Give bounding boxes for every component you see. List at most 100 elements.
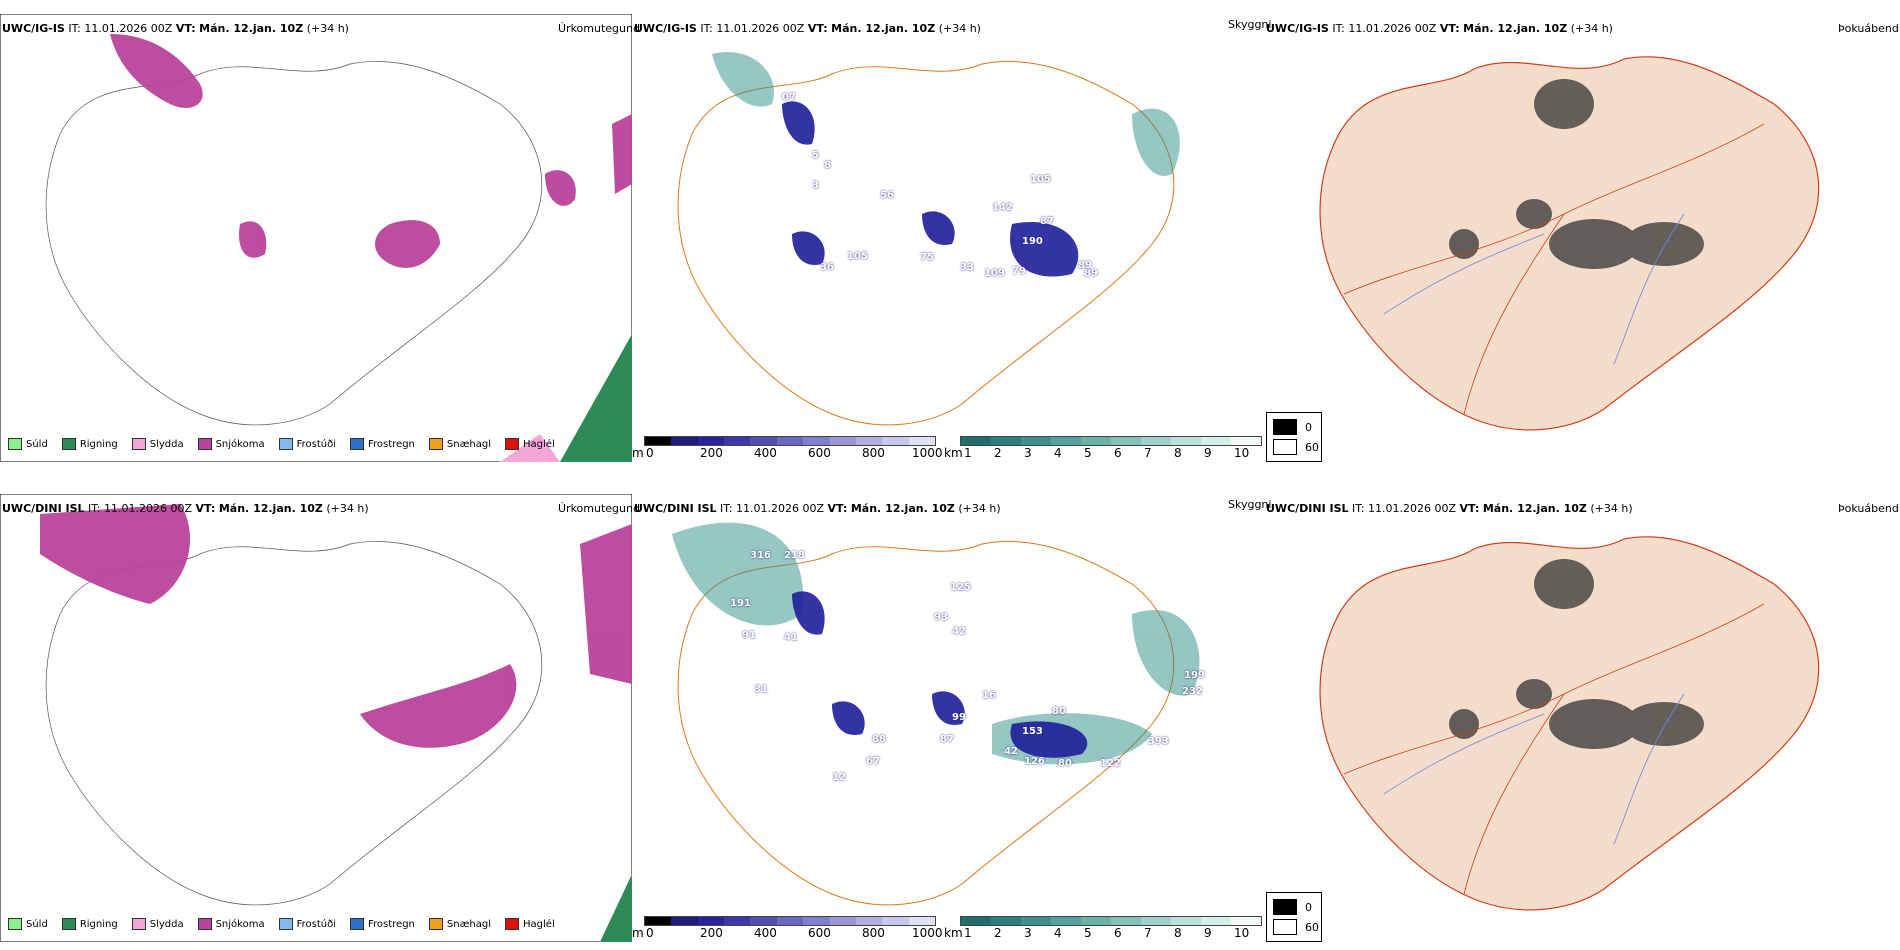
cbar-unit: km (944, 446, 963, 460)
cbar-swatch (908, 917, 935, 925)
legend-item: Súld (8, 438, 48, 450)
it-label: IT: (720, 502, 733, 515)
vis-colorbar-top: km 1 2 3 4 5 6 7 8 9 10 (944, 436, 1264, 462)
cbar-tick: 1000 (912, 446, 943, 460)
cbar-tick: 3 (1024, 926, 1032, 940)
panel-title-cloud-top: Skyggni (1228, 18, 1272, 31)
cbar-swatch (1231, 437, 1261, 445)
vt-label: VT: (1459, 502, 1480, 515)
model-name: UWC/DINI ISL (1266, 502, 1349, 515)
panel-title-cloud-bottom: Skyggni (1228, 498, 1272, 511)
legend-item: Slydda (131, 918, 184, 930)
cbar-swatch (855, 917, 883, 925)
legend-swatch (61, 438, 76, 450)
legend-label: Slydda (149, 438, 184, 450)
legend-item: Frostregn (350, 918, 415, 930)
legend-swatch (197, 918, 212, 930)
panel-title-fog-top: Þokuábendi (1838, 22, 1900, 35)
legend-item: Frostúði (278, 918, 336, 930)
lead-time: (+34 h) (1570, 22, 1613, 35)
vt-value: Mán. 12.jan. 10Z (1482, 502, 1587, 515)
cbar-swatch (829, 917, 856, 925)
cbar-tick: 800 (862, 926, 885, 940)
fog-map-bottom (1319, 536, 1820, 911)
cbar-swatch (750, 917, 777, 925)
fog-legend-swatch (1273, 899, 1297, 915)
legend-item: Snæhagl (428, 438, 492, 450)
fog-panel-top (1264, 14, 1900, 462)
fog-legend-swatch (1273, 439, 1297, 455)
model-name: UWC/DINI ISL (2, 502, 85, 515)
fog-legend-label: 60 (1305, 440, 1319, 454)
cbar-tick: 200 (700, 926, 723, 940)
legend-item: Snjókoma (197, 918, 265, 930)
vt-label: VT: (827, 502, 848, 515)
cbar-swatch (1141, 437, 1171, 445)
lead-time: (+34 h) (1590, 502, 1633, 515)
legend-swatch (131, 918, 146, 930)
legend-swatch (505, 438, 520, 450)
cbar-swatch (1201, 917, 1231, 925)
legend-label: Frostúði (296, 918, 336, 930)
fog-legend-label: 0 (1305, 900, 1312, 914)
fog-legend-item: 60 (1273, 439, 1319, 455)
it-value: 11.01.2026 00Z (716, 22, 805, 35)
legend-label: Frostregn (368, 918, 415, 930)
cbar-swatch (961, 437, 991, 445)
it-value: 11.01.2026 00Z (104, 502, 193, 515)
cbar-tick: 1 (964, 926, 972, 940)
cbar-tick: 600 (808, 446, 831, 460)
legend-item: Haglél (505, 438, 555, 450)
cbar-tick: 7 (1144, 926, 1152, 940)
cbar-unit: km (944, 926, 963, 940)
legend-item: Frostregn (350, 438, 415, 450)
legend-label: Frostúði (296, 438, 336, 450)
fog-panel-bottom (1264, 494, 1900, 942)
cbar-swatch (803, 917, 830, 925)
cbar-tick: 2 (994, 926, 1002, 940)
legend-swatch (131, 438, 146, 450)
cbar-swatch (1171, 917, 1201, 925)
cbar-swatch (697, 437, 725, 445)
cbar-tick: 6 (1114, 446, 1122, 460)
legend-item: Frostúði (278, 438, 336, 450)
legend-swatch (278, 438, 293, 450)
legend-label: Súld (26, 918, 48, 930)
cbar-tick: 8 (1174, 446, 1182, 460)
header-bottom-precip: UWC/DINI ISL IT: 11.01.2026 00Z VT: Mán.… (2, 502, 369, 515)
cbar-tick: 3 (1024, 446, 1032, 460)
cbar-swatch (991, 917, 1021, 925)
fog-map-top (1319, 56, 1820, 431)
cbar-swatch (1081, 917, 1111, 925)
legend-label: Frostregn (368, 438, 415, 450)
legend-item: Súld (8, 918, 48, 930)
legend-item: Haglél (505, 918, 555, 930)
cbar-unit: m (632, 926, 644, 940)
legend-swatch (197, 438, 212, 450)
legend-label: Snæhagl (446, 438, 492, 450)
cbar-tick: 0 (646, 926, 654, 940)
cbar-tick: 5 (1084, 446, 1092, 460)
cbar-tick: 400 (754, 446, 777, 460)
precip-type-panel-bottom: Súld Rigning Slydda Snjókoma Frostúði Fr… (0, 494, 632, 942)
cbar-swatch (961, 917, 991, 925)
legend-item: Rigning (61, 438, 118, 450)
legend-swatch (505, 918, 520, 930)
legend-item: Snæhagl (428, 918, 491, 930)
cbar-swatch (908, 437, 935, 445)
cbar-tick: 10 (1234, 446, 1250, 460)
cbar-tick: 0 (646, 446, 654, 460)
cloud-colorbar-top: m 0 200 400 600 800 1000 (632, 436, 943, 462)
header-top-fog: UWC/IG-IS IT: 11.01.2026 00Z VT: Mán. 12… (1266, 22, 1613, 35)
vis-colorbar-bottom: km 1 2 3 4 5 6 7 8 9 10 (944, 916, 1264, 942)
legend-label: Snjókoma (215, 918, 265, 930)
it-value: 11.01.2026 00Z (1368, 502, 1457, 515)
header-bottom-fog: UWC/DINI ISL IT: 11.01.2026 00Z VT: Mán.… (1266, 502, 1633, 515)
lead-time: (+34 h) (326, 502, 369, 515)
model-name: UWC/IG-IS (1266, 22, 1329, 35)
cbar-tick: 9 (1204, 446, 1212, 460)
cbar-swatch (1201, 437, 1231, 445)
fog-legend-label: 0 (1305, 420, 1312, 434)
vt-label: VT: (807, 22, 828, 35)
it-value: 11.01.2026 00Z (84, 22, 173, 35)
